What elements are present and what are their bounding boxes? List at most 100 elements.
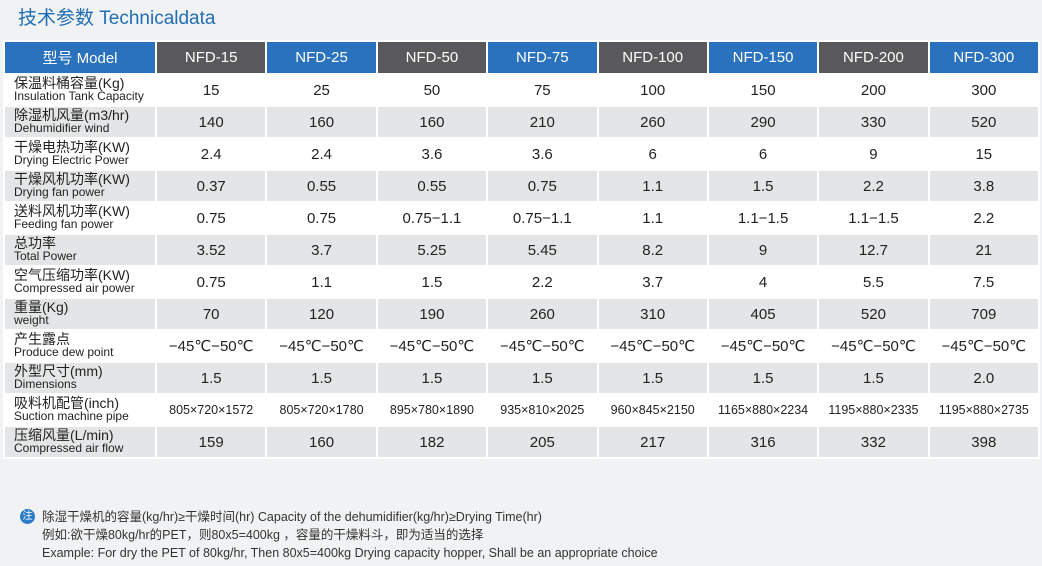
cell: 160: [375, 105, 489, 139]
cell: 2.2: [927, 201, 1041, 235]
row-label-en: Dehumidifier wind: [14, 121, 110, 135]
cell: 1.5: [265, 361, 378, 395]
cell: 3.6: [486, 137, 599, 171]
cell: 75: [486, 73, 599, 107]
cell: 1.5: [817, 361, 930, 395]
cell: 25: [265, 73, 378, 107]
row-label: 产生露点 Produce dew point: [3, 329, 157, 363]
cell: 217: [596, 425, 709, 459]
row-label-en: Compressed air power: [14, 281, 135, 295]
cell: 50: [375, 73, 489, 107]
spec-table: 型号 Model NFD-15 NFD-25 NFD-50 NFD-75 NFD-100 N…: [3, 40, 1041, 459]
row-label-en: Drying fan power: [14, 185, 105, 199]
column-header: NFD-75: [486, 40, 599, 75]
table-row: 空气压缩功率(KW) Compressed air power 0.75 1.1 1.5…: [3, 265, 1041, 299]
row-label-en: Compressed air flow: [14, 441, 124, 455]
cell: 150: [706, 73, 820, 107]
row-label: 压缩风量(L/min) Compressed air flow: [3, 425, 157, 459]
row-label-en: Suction machine pipe: [14, 409, 129, 423]
table-row: 总功率 Total Power 3.52 3.7 5.25 5.45 8.2 9 12.7 21: [3, 233, 1041, 267]
cell: 398: [927, 425, 1041, 459]
cell: −45℃−50℃: [927, 329, 1041, 363]
cell: 1195×880×2335: [817, 393, 930, 427]
cell: 1.5: [596, 361, 709, 395]
note-line: 除湿干燥机的容量(kg/hr)≥干燥时间(hr) Capacity of the…: [42, 510, 542, 524]
note-lines: 除湿干燥机的容量(kg/hr)≥干燥时间(hr) Capacity of the…: [42, 508, 658, 562]
cell: 2.2: [486, 265, 599, 299]
note-icon: 注: [20, 509, 35, 524]
cell: 3.7: [596, 265, 709, 299]
cell: 3.7: [265, 233, 378, 267]
cell: 330: [817, 105, 930, 139]
cell: 21: [927, 233, 1041, 267]
cell: 2.4: [154, 137, 268, 171]
note: 注 除湿干燥机的容量(kg/hr)≥干燥时间(hr) Capacity of t…: [20, 508, 658, 562]
cell: 935×810×2025: [486, 393, 599, 427]
column-header: NFD-100: [596, 40, 709, 75]
row-label-en: Total Power: [14, 249, 77, 263]
table-row: 保温料桶容量(Kg) Insulation Tank Capacity 15 25 50…: [3, 73, 1041, 107]
row-label: 干燥风机功率(KW) Drying fan power: [3, 169, 157, 203]
row-label-en: Dimensions: [14, 377, 77, 391]
table-row: 吸料机配管(inch) Suction machine pipe 805×720×1…: [3, 393, 1041, 427]
cell: 1.1: [596, 169, 709, 203]
cell: 9: [817, 137, 930, 171]
cell: 0.55: [375, 169, 489, 203]
cell: 140: [154, 105, 268, 139]
cell: 1.5: [375, 361, 489, 395]
cell: 2.0: [927, 361, 1041, 395]
row-label-zh: 压缩风量(L/min): [14, 427, 114, 443]
cell: −45℃−50℃: [154, 329, 268, 363]
cell: 332: [817, 425, 930, 459]
cell: 0.75−1.1: [486, 201, 599, 235]
cell: 1195×880×2735: [927, 393, 1041, 427]
cell: 1.1−1.5: [817, 201, 930, 235]
cell: 5.5: [817, 265, 930, 299]
row-label-en: Drying Electric Power: [14, 153, 129, 167]
cell: 3.8: [927, 169, 1041, 203]
cell: 1.5: [706, 361, 820, 395]
cell: 6: [706, 137, 820, 171]
cell: 1.5: [154, 361, 268, 395]
cell: 3.52: [154, 233, 268, 267]
cell: 182: [375, 425, 489, 459]
cell: 805×720×1572: [154, 393, 268, 427]
cell: 1165×880×2234: [706, 393, 820, 427]
cell: 70: [154, 297, 268, 331]
column-header: NFD-50: [375, 40, 489, 75]
cell: 159: [154, 425, 268, 459]
row-label: 外型尺寸(mm) Dimensions: [3, 361, 157, 395]
cell: 520: [817, 297, 930, 331]
cell: −45℃−50℃: [596, 329, 709, 363]
column-header: 型号 Model: [3, 40, 157, 75]
row-label-zh: 保温料桶容量(Kg): [14, 75, 125, 91]
cell: 15: [154, 73, 268, 107]
cell: 9: [706, 233, 820, 267]
cell: 1.5: [486, 361, 599, 395]
row-label-zh: 空气压缩功率(KW): [14, 267, 130, 283]
cell: 960×845×2150: [596, 393, 709, 427]
cell: 190: [375, 297, 489, 331]
cell: 120: [265, 297, 378, 331]
row-label: 除湿机风量(m3/hr) Dehumidifier wind: [3, 105, 157, 139]
note-line: Example: For dry the PET of 80kg/hr, The…: [42, 546, 658, 560]
column-header: NFD-25: [265, 40, 378, 75]
row-label-zh: 除湿机风量(m3/hr): [14, 107, 130, 123]
column-header: NFD-150: [706, 40, 820, 75]
cell: 2.2: [817, 169, 930, 203]
cell: 200: [817, 73, 930, 107]
table-row: 干燥电热功率(KW) Drying Electric Power 2.4 2.4 3.6…: [3, 137, 1041, 171]
cell: 260: [596, 105, 709, 139]
cell: 5.45: [486, 233, 599, 267]
cell: 2.4: [265, 137, 378, 171]
table-row: 重量(Kg) weight 70 120 190 260 310 405 520 709: [3, 297, 1041, 331]
row-label-en: Insulation Tank Capacity: [14, 89, 144, 103]
table-row: 送料风机功率(KW) Feeding fan power 0.75 0.75 0.75−…: [3, 201, 1041, 235]
cell: 0.55: [265, 169, 378, 203]
cell: −45℃−50℃: [486, 329, 599, 363]
cell: 1.5: [375, 265, 489, 299]
cell: −45℃−50℃: [706, 329, 820, 363]
cell: 5.25: [375, 233, 489, 267]
note-line: 例如:欲干燥80kg/hr的PET，则80x5=400kg ，容量的干燥料斗，即…: [42, 528, 484, 542]
